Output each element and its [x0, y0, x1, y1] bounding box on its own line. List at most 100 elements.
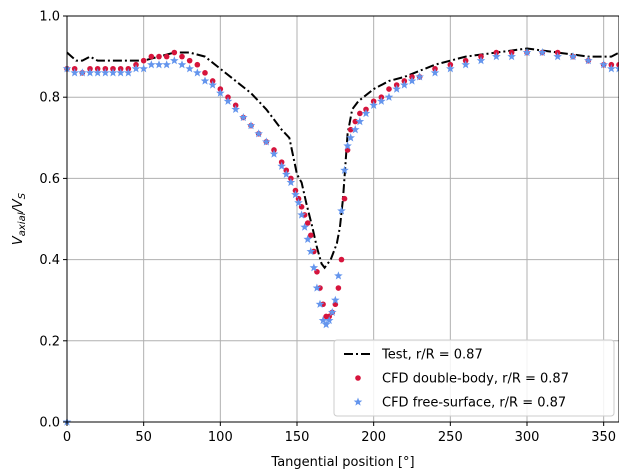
free-surface-point [361, 108, 371, 118]
double-body-point [140, 57, 147, 64]
double-body-point [341, 195, 348, 202]
free-surface-point [492, 52, 501, 61]
free-surface-point [461, 60, 470, 69]
free-surface-point [343, 141, 352, 150]
series-1 [66, 47, 619, 270]
series-2 [64, 49, 619, 320]
y-tick-label: 0.0 [39, 416, 60, 431]
free-surface-point [384, 92, 394, 101]
double-body-point [335, 285, 342, 291]
y-tick-label: 0.2 [39, 334, 60, 349]
free-surface-point [334, 271, 343, 280]
free-surface-point [246, 121, 256, 130]
free-surface-point [277, 161, 286, 170]
free-surface-point [507, 52, 516, 61]
free-surface-point [392, 84, 401, 93]
free-surface-point [239, 113, 248, 122]
free-surface-point [108, 68, 118, 77]
free-surface-point [291, 190, 300, 199]
free-surface-point [139, 64, 148, 73]
free-surface-point [208, 80, 217, 89]
x-tick-label: 150 [285, 430, 310, 445]
free-surface-point [400, 80, 409, 89]
free-surface-point [101, 68, 110, 77]
x-tick-label: 200 [361, 430, 386, 445]
y-tick-label: 0.6 [39, 172, 60, 187]
free-surface-point [318, 316, 328, 325]
free-surface-point [177, 60, 187, 69]
free-surface-point [331, 295, 340, 304]
free-surface-point [321, 320, 331, 329]
free-surface-point [147, 60, 156, 69]
legend-label: CFD free-surface, r/R = 0.87 [382, 396, 566, 411]
free-surface-point [350, 125, 360, 134]
free-surface-point [231, 104, 240, 114]
free-surface-point [154, 60, 164, 69]
legend-label: CFD double-body, r/R = 0.87 [382, 372, 569, 387]
free-surface-point [93, 68, 102, 77]
free-surface-point [476, 56, 486, 65]
free-surface-point [415, 72, 424, 81]
free-surface-point [607, 64, 616, 73]
free-surface-point [584, 56, 593, 65]
free-surface-point [377, 96, 386, 105]
free-surface-point [85, 68, 95, 77]
double-body-point [304, 220, 311, 226]
free-surface-point [324, 316, 334, 325]
free-surface-point [430, 68, 440, 77]
free-surface-point [269, 149, 279, 158]
double-body-point [308, 232, 314, 239]
free-surface-point [568, 52, 578, 61]
y-axis-label: Vaxial/VS [11, 192, 28, 245]
x-tick-label: 250 [438, 430, 463, 445]
free-surface-point [200, 76, 210, 85]
double-body-point [616, 61, 619, 68]
x-tick-label: 300 [515, 430, 540, 445]
free-surface-point [599, 60, 608, 69]
free-surface-point [538, 48, 547, 57]
free-surface-point [286, 177, 296, 187]
y-tick-label: 0.8 [39, 91, 60, 106]
free-surface-point [522, 48, 532, 57]
free-surface-point [162, 60, 171, 69]
double-body-point [186, 57, 193, 64]
y-tick-label: 0.4 [39, 253, 60, 268]
free-surface-point [369, 100, 378, 109]
y-label-sub-s: S [17, 192, 28, 199]
free-surface-point [300, 222, 309, 231]
x-tick-label: 350 [591, 430, 616, 445]
double-body-point [148, 53, 155, 60]
free-surface-point [303, 234, 313, 243]
double-body-point [357, 110, 363, 117]
x-axis-label: Tangential position [°] [270, 455, 414, 470]
legend-label: Test, r/R = 0.87 [381, 348, 483, 363]
free-surface-point [355, 117, 365, 126]
free-surface-point [306, 246, 316, 256]
free-surface-point [312, 283, 322, 292]
free-surface-point [446, 64, 455, 73]
x-tick-label: 0 [63, 430, 71, 445]
double-body-point [352, 118, 359, 125]
free-surface-point [170, 56, 179, 65]
free-surface-point [337, 206, 346, 215]
y-tick-label: 1.0 [39, 10, 60, 25]
free-surface-point [340, 165, 349, 174]
free-surface-point [262, 137, 271, 146]
free-surface-point [407, 76, 417, 85]
free-surface-point [281, 169, 291, 178]
free-surface-point [327, 307, 337, 317]
legend-handle-dot [355, 375, 361, 381]
y-label-slash: /V [11, 198, 26, 213]
free-surface-point [124, 68, 133, 77]
double-body-point [338, 256, 345, 263]
free-surface-point [346, 133, 355, 142]
free-surface-point [297, 210, 306, 219]
free-surface-point [216, 88, 225, 97]
legend: Test, r/R = 0.87 CFD double-body, r/R = 0… [333, 339, 615, 417]
free-surface-point [116, 68, 125, 77]
free-surface-point [193, 68, 202, 77]
free-surface-point [254, 129, 263, 138]
free-surface-point [131, 64, 141, 73]
